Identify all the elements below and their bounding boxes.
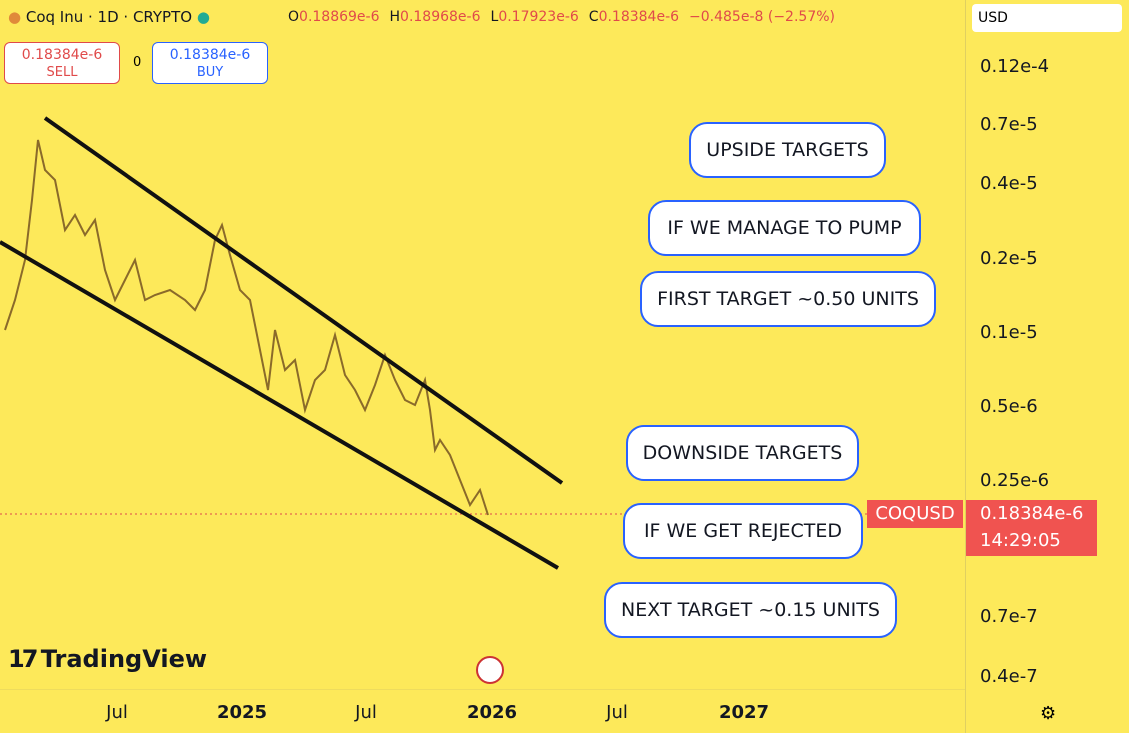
buy-button[interactable]: 0.18384e-6 BUY [152,42,268,84]
price-label: 0.7e-5 [980,114,1038,135]
currency-select[interactable]: USD [972,4,1122,32]
settings-icon[interactable]: ⚙ [1040,703,1057,724]
callout: IF WE GET REJECTED [623,503,863,559]
channel-upper [43,116,564,485]
ohlc: O0.18869e-6 H0.18968e-6 L0.17923e-6 C0.1838… [288,9,845,25]
callout: DOWNSIDE TARGETS [626,425,859,481]
time-label: 2026 [466,702,518,723]
price-line [4,139,489,516]
time-label: Jul [606,702,628,723]
callout: NEXT TARGET ~0.15 UNITS [604,582,897,638]
last-price: 0.18384e-6 [980,503,1084,524]
ohlc-key: H [389,9,401,25]
price-label: 0.5e-6 [980,396,1038,417]
symbol: ● Coq Inu · 1D · CRYPTO ● [8,8,210,26]
time-label: 2025 [216,702,268,723]
ohlc-value: 0.18968e-6 [400,9,481,25]
callout: FIRST TARGET ~0.50 UNITS [640,271,936,327]
ohlc-key: C [588,9,599,25]
currency: USD [978,10,1008,26]
ohlc-value: 0.18869e-6 [299,9,380,25]
sell-button[interactable]: 0.18384e-6 SELL [4,42,120,84]
sell-label: SELL [46,65,78,80]
last-price-tag: 0.18384e-6 14:29:05 [966,500,1097,556]
price-label: 0.12e-4 [980,56,1050,77]
sell-price: 0.18384e-6 [21,47,103,63]
callout: IF WE MANAGE TO PUMP [648,200,921,256]
ohlc-value: 0.18384e-6 [598,9,680,25]
chart-canvas [0,116,965,690]
logo-text: TradingView [40,645,208,673]
buy-price: 0.18384e-6 [169,47,251,63]
channel-lower [0,240,560,570]
price-label: 0.1e-5 [980,322,1038,343]
price-label: 0.7e-7 [980,606,1038,627]
change: −0.485e-8 (−2.57%) [689,9,835,25]
time-label: Jul [106,702,128,723]
ohlc-key: L [490,9,499,25]
spread: 0 [133,55,142,70]
price-axis: USD [965,0,1129,733]
flag-icon [476,656,504,684]
ohlc-value: 0.17923e-6 [498,9,579,25]
logo: 17 TradingView [8,645,208,673]
ohlc-key: O [288,9,300,25]
price-label: 0.25e-6 [980,470,1050,491]
time-label: 2027 [718,702,770,723]
price-label: 0.2e-5 [980,248,1038,269]
last-symbol-tag: COQUSD [867,500,963,528]
price-label: 0.4e-7 [980,666,1038,687]
callout: UPSIDE TARGETS [689,122,886,178]
price-label: 0.4e-5 [980,173,1038,194]
buy-label: BUY [196,65,224,80]
time-label: Jul [355,702,377,723]
countdown: 14:29:05 [980,530,1061,551]
symbol-text: Coq Inu · 1D · CRYPTO [25,8,193,26]
